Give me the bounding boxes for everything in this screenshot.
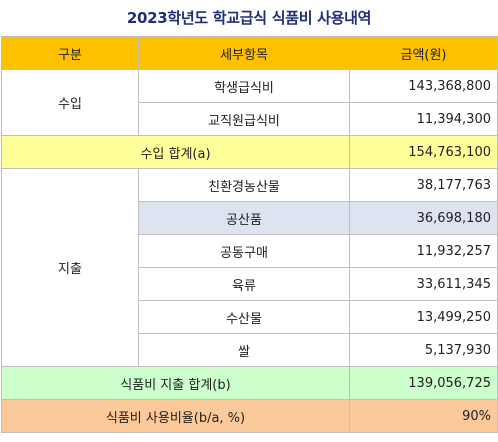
table-header-row: 구분 세부항목 금액(원) (1, 36, 498, 70)
table-row: 수산물 13,499,250 (2, 300, 498, 334)
amount-cell[interactable]: 33,611,345 (349, 267, 498, 301)
amount-cell[interactable]: 11,394,300 (349, 102, 498, 136)
income-total-label[interactable]: 수입 합계(a) (1, 135, 350, 169)
item-cell[interactable]: 친환경농산물 (138, 168, 350, 202)
table-row: 육류 33,611,345 (2, 267, 498, 301)
item-cell[interactable]: 공동구매 (138, 234, 350, 268)
ratio-row: 식품비 사용비율(b/a, %) 90% (1, 399, 498, 433)
table-row: 쌀 5,137,930 (2, 333, 498, 367)
header-category[interactable]: 구분 (1, 36, 139, 70)
income-total-row: 수입 합계(a) 154,763,100 (1, 135, 498, 169)
expense-total-row: 식품비 지출 합계(b) 139,056,725 (1, 366, 498, 400)
income-category-cell[interactable]: 수입 (1, 69, 139, 136)
amount-cell[interactable]: 38,177,763 (349, 168, 498, 202)
amount-cell[interactable]: 13,499,250 (349, 300, 498, 334)
expense-table: 구분 세부항목 금액(원) 수입 학생급식비 143,368,800 교직원급식… (1, 36, 498, 433)
item-cell[interactable]: 학생급식비 (138, 69, 350, 103)
amount-cell[interactable]: 11,932,257 (349, 234, 498, 268)
income-total-amount[interactable]: 154,763,100 (349, 135, 498, 169)
amount-cell[interactable]: 143,368,800 (349, 69, 498, 103)
item-cell[interactable]: 쌀 (138, 333, 350, 367)
table-row: 교직원급식비 11,394,300 (2, 102, 498, 136)
table-row: 수입 학생급식비 143,368,800 (1, 69, 498, 136)
expense-total-label[interactable]: 식품비 지출 합계(b) (1, 366, 350, 400)
table-row-selected: 공산품 36,698,180 (2, 201, 498, 235)
table-row: 공동구매 11,932,257 (2, 234, 498, 268)
page-title: 2023학년도 학교급식 식품비 사용내역 (126, 9, 372, 27)
header-item[interactable]: 세부항목 (138, 36, 350, 70)
ratio-value[interactable]: 90% (349, 399, 498, 433)
table-row: 지출 친환경농산물 38,177,763 (1, 168, 498, 367)
item-cell[interactable]: 교직원급식비 (138, 102, 350, 136)
item-cell[interactable]: 수산물 (138, 300, 350, 334)
item-cell[interactable]: 공산품 (138, 201, 350, 235)
amount-cell[interactable]: 5,137,930 (349, 333, 498, 367)
header-amount[interactable]: 금액(원) (349, 36, 498, 70)
expense-category-cell[interactable]: 지출 (1, 168, 139, 367)
ratio-label[interactable]: 식품비 사용비율(b/a, %) (1, 399, 350, 433)
item-cell[interactable]: 육류 (138, 267, 350, 301)
amount-cell[interactable]: 36,698,180 (349, 201, 498, 235)
expense-total-amount[interactable]: 139,056,725 (349, 366, 498, 400)
